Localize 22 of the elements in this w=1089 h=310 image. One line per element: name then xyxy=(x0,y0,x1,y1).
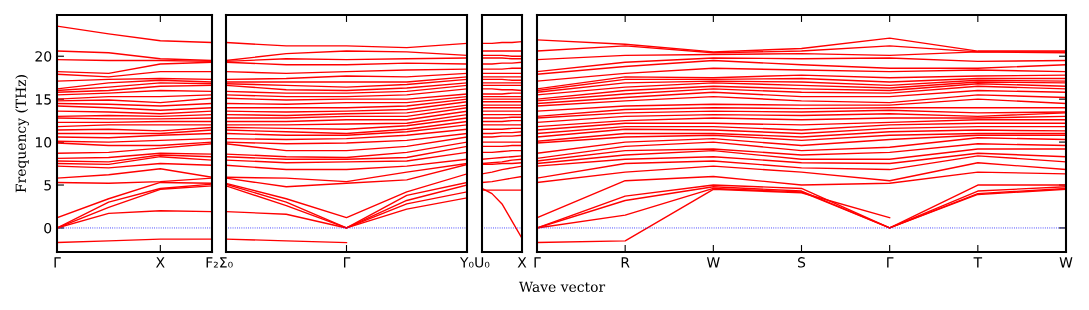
x-tick-label: Y₀ xyxy=(459,257,474,268)
x-tick-label: Γ xyxy=(887,257,894,268)
y-axis-title: Frequency (THz) xyxy=(15,75,29,193)
x-tick-label: Σ₀ xyxy=(220,257,233,268)
y-tick-label: 0 xyxy=(44,222,52,234)
x-tick-label: Γ xyxy=(534,257,541,268)
x-tick-label: T xyxy=(973,257,983,268)
y-tick-label: 20 xyxy=(35,51,52,62)
x-tick-label: S xyxy=(798,257,806,268)
y-tick-label: 5 xyxy=(44,180,51,191)
x-tick-label: U₀ xyxy=(475,257,490,268)
x-tick-label: R xyxy=(621,257,630,268)
x-tick-label: X xyxy=(517,257,527,268)
x-tick-label: Γ xyxy=(54,257,61,268)
x-tick-label: F₂ xyxy=(206,257,218,268)
x-tick-label: W xyxy=(1059,257,1073,268)
x-tick-label: Γ xyxy=(343,257,351,268)
y-tick-label: 10 xyxy=(35,137,52,148)
x-axis-title: Wave vector xyxy=(518,281,606,293)
y-tick-label: 15 xyxy=(35,94,51,105)
x-tick-label: W xyxy=(706,257,720,268)
x-tick-label: X xyxy=(155,257,165,268)
